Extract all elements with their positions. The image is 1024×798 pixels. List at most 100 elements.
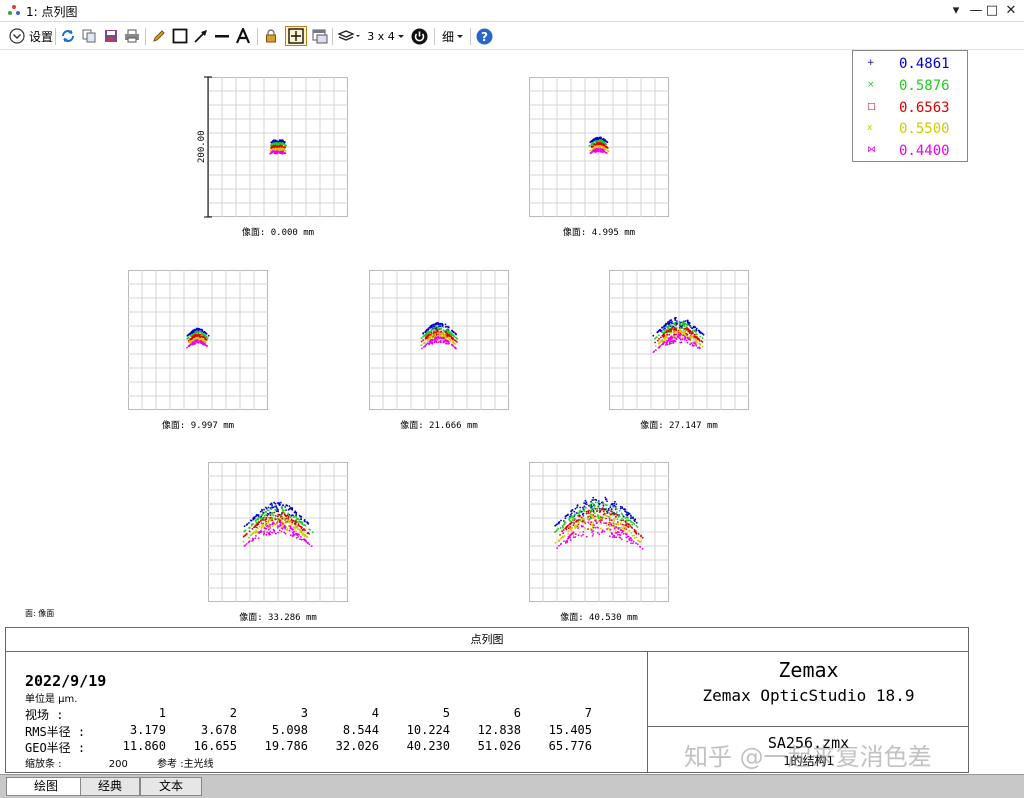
ray-point — [441, 333, 444, 336]
ray-point — [664, 329, 666, 331]
ray-point — [701, 345, 704, 348]
ray-point — [610, 508, 613, 511]
ray-point — [654, 341, 656, 344]
lock-icon — [266, 29, 276, 43]
ray-point — [596, 515, 598, 517]
ray-point — [433, 327, 435, 329]
text-button[interactable] — [234, 26, 252, 46]
help-icon: ? — [476, 28, 492, 44]
ray-point — [589, 511, 592, 513]
ray-point — [558, 544, 560, 547]
ray-point — [587, 528, 589, 530]
ray-point — [626, 540, 629, 543]
ray-point — [604, 514, 607, 516]
ray-point — [618, 536, 621, 539]
maximize-button[interactable]: □ — [985, 3, 999, 18]
ray-point — [299, 538, 301, 541]
ray-point — [676, 330, 679, 333]
ray-point — [692, 337, 695, 340]
ray-point — [188, 342, 190, 344]
copy-button[interactable] — [80, 26, 98, 46]
ray-point — [574, 536, 577, 538]
ray-point — [293, 530, 296, 533]
ray-point — [283, 518, 285, 521]
save-button[interactable] — [102, 26, 120, 46]
tab-text[interactable]: 文本 — [140, 777, 202, 796]
ray-point — [681, 338, 684, 341]
ray-point — [456, 337, 459, 340]
ray-point — [269, 530, 272, 533]
ray-point — [686, 323, 688, 326]
lock-button[interactable] — [262, 26, 280, 46]
ray-point — [200, 341, 203, 343]
layout-dropdown[interactable]: 3 x 4 — [366, 26, 406, 46]
ray-point — [197, 329, 200, 331]
ray-point — [191, 342, 194, 344]
ray-point — [567, 513, 569, 516]
ray-point — [612, 525, 615, 528]
rectangle-button[interactable] — [171, 26, 189, 46]
ray-point — [560, 519, 562, 522]
print-button[interactable] — [123, 26, 141, 46]
minimize-button[interactable]: — — [969, 3, 983, 18]
ray-point — [267, 521, 270, 524]
ray-point — [201, 330, 204, 333]
layers-dropdown[interactable] — [336, 26, 362, 46]
ray-point — [277, 145, 280, 148]
ray-point — [573, 522, 576, 524]
ray-point — [589, 503, 592, 506]
arrow-icon — [194, 30, 207, 43]
ray-point — [572, 524, 575, 527]
ray-point — [655, 336, 658, 339]
settings-button[interactable]: 设置 — [6, 26, 56, 46]
ray-point — [276, 148, 279, 151]
ray-point — [668, 320, 670, 323]
ray-point — [431, 337, 434, 340]
ray-point — [270, 141, 273, 144]
ray-point — [652, 334, 655, 337]
legend-item: □ 0.6563 — [853, 98, 969, 120]
power-button[interactable] — [409, 26, 429, 46]
ray-point — [630, 526, 633, 529]
ray-point — [276, 143, 279, 145]
ray-point — [262, 533, 265, 536]
tab-classic[interactable]: 经典 — [80, 777, 140, 796]
style-dropdown[interactable]: 细 — [440, 26, 466, 46]
ray-point — [677, 336, 680, 339]
window-button[interactable] — [311, 26, 329, 46]
help-button[interactable]: ? — [474, 26, 494, 46]
ray-point — [266, 531, 268, 533]
ray-point — [581, 506, 584, 509]
ray-point — [428, 338, 431, 340]
ray-point — [272, 514, 275, 517]
grid-toggle-button[interactable] — [285, 26, 307, 46]
ray-point — [606, 141, 609, 144]
line-button[interactable] — [213, 26, 231, 46]
ray-point — [569, 539, 572, 541]
pencil-button[interactable] — [150, 26, 168, 46]
ray-point — [449, 340, 452, 343]
ray-point — [625, 511, 628, 513]
ray-point — [594, 498, 597, 501]
tab-plot[interactable]: 绘图 — [6, 777, 86, 796]
geo-value: 11.860 — [122, 739, 166, 753]
ray-point — [621, 531, 623, 534]
ray-point — [582, 514, 585, 517]
ray-point — [251, 540, 253, 542]
close-button[interactable]: ✕ — [1005, 3, 1017, 18]
ray-point — [612, 534, 615, 537]
ray-point — [682, 330, 685, 332]
ray-point — [574, 518, 577, 520]
ray-point — [624, 529, 626, 531]
ray-point — [204, 343, 207, 346]
ray-point — [295, 533, 298, 536]
arrow-button[interactable] — [192, 26, 210, 46]
ray-point — [207, 334, 210, 337]
refresh-button[interactable] — [59, 26, 77, 46]
geo-value: 19.786 — [264, 739, 308, 753]
ray-point — [256, 531, 258, 534]
ray-point — [263, 530, 265, 533]
ray-point — [445, 342, 447, 345]
dropdown-icon[interactable]: ▾ — [952, 3, 960, 18]
ray-point — [274, 151, 277, 154]
